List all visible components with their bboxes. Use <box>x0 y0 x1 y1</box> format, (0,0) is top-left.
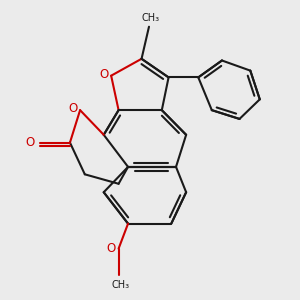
Text: O: O <box>99 68 109 80</box>
Text: O: O <box>68 102 77 115</box>
Text: CH₃: CH₃ <box>142 13 160 23</box>
Text: CH₃: CH₃ <box>111 280 129 290</box>
Text: O: O <box>106 242 116 255</box>
Text: O: O <box>25 136 34 149</box>
